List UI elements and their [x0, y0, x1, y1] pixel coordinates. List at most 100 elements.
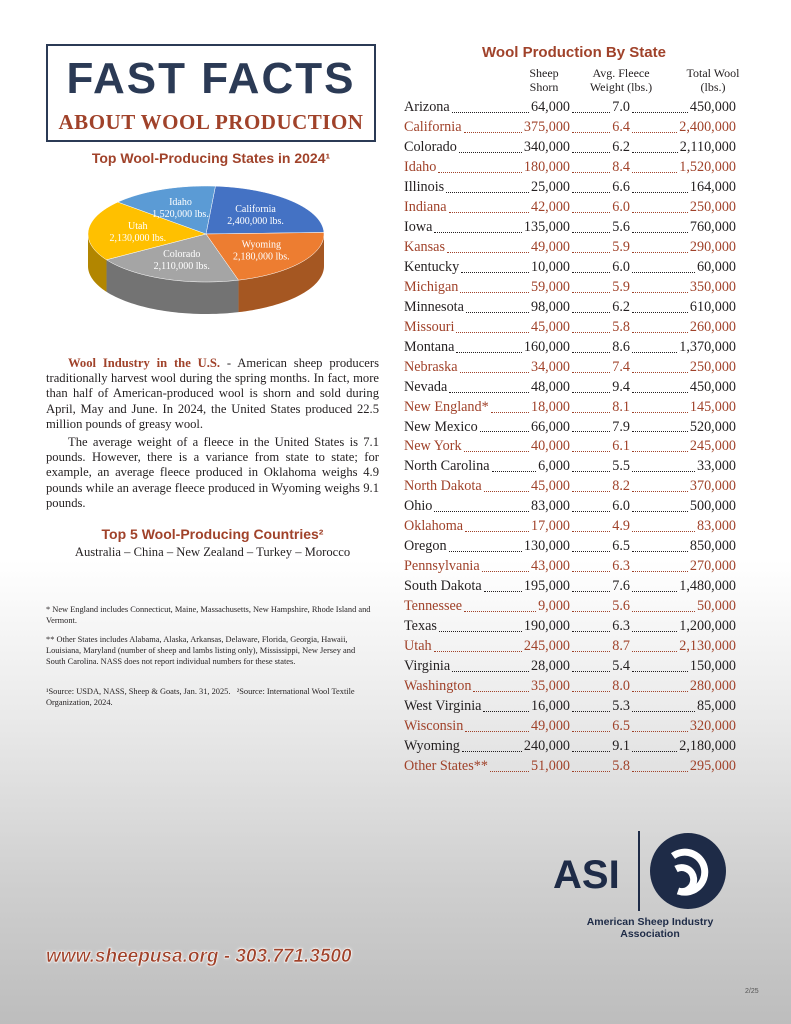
fleece-weight: 5.8 — [612, 318, 630, 335]
state-name: New York — [404, 438, 462, 455]
cell: 610,000 — [630, 298, 736, 318]
state-name: West Virginia — [404, 698, 482, 715]
table-row: Utah 245,000 8.7 2,130,000 — [404, 637, 736, 657]
cell: 5.4 — [570, 657, 630, 677]
cell: Illinois 25,000 — [404, 178, 570, 198]
table-row: Other States** 51,000 5.8 295,000 — [404, 757, 736, 777]
sheep-shorn: 64,000 — [530, 99, 570, 115]
cell: 1,480,000 — [630, 577, 736, 597]
cell: 6.3 — [570, 617, 630, 637]
fleece-weight: 9.1 — [612, 738, 630, 754]
state-name: New Mexico — [404, 418, 478, 435]
header-box: FAST FACTS ABOUT WOOL PRODUCTION — [46, 44, 376, 142]
cell: Oklahoma 17,000 — [404, 517, 570, 537]
table-row: Texas 190,000 6.3 1,200,000 — [404, 617, 736, 637]
dot-leader — [570, 577, 612, 597]
fleece-weight: 5.5 — [612, 458, 630, 475]
total-wool: 295,000 — [689, 757, 736, 774]
table-row: Oregon 130,000 6.5 850,000 — [404, 537, 736, 557]
cell: 83,000 — [630, 517, 736, 537]
state-name: Montana — [404, 338, 455, 355]
dot-leader — [630, 418, 690, 438]
sheep-shorn: 9,000 — [538, 598, 570, 615]
logo-horn — [670, 848, 709, 896]
cell: 250,000 — [630, 198, 736, 218]
state-name: Minnesota — [404, 298, 464, 315]
table-row: New Mexico 66,000 7.9 520,000 — [404, 418, 736, 438]
dot-leader — [464, 298, 531, 318]
sheep-shorn: 49,000 — [530, 238, 570, 255]
cell: 2,130,000 — [630, 637, 736, 657]
sheep-shorn: 83,000 — [530, 498, 570, 515]
cell: North Carolina 6,000 — [404, 457, 570, 477]
cell: 2,110,000 — [630, 138, 736, 158]
cell: 33,000 — [630, 457, 736, 477]
dot-leader — [478, 418, 531, 438]
cell: 270,000 — [630, 557, 736, 577]
table-row: West Virginia 16,000 5.3 85,000 — [404, 697, 736, 717]
cell: 145,000 — [630, 398, 736, 418]
dot-leader — [630, 338, 679, 358]
cell: 760,000 — [630, 218, 736, 238]
slice-label: California — [235, 204, 276, 215]
dot-leader — [570, 218, 612, 238]
pie-slice-shade — [88, 234, 107, 292]
contact-line[interactable]: www.sheepusa.org - 303.771.3500 — [46, 946, 352, 968]
fleece-weight: 6.1 — [612, 438, 630, 455]
dot-leader — [570, 418, 612, 438]
dot-leader — [481, 697, 531, 717]
pie-slice-side — [238, 234, 324, 313]
sheep-shorn: 10,000 — [530, 258, 570, 275]
state-name: Oregon — [404, 538, 447, 555]
dot-leader — [445, 238, 531, 258]
sheep-shorn: 375,000 — [523, 118, 570, 135]
table-row: South Dakota 195,000 7.6 1,480,000 — [404, 577, 736, 597]
dot-leader — [570, 597, 612, 617]
state-name: Washington — [404, 678, 472, 695]
state-name: Kansas — [404, 238, 445, 255]
sheep-shorn: 43,000 — [530, 558, 570, 575]
fleece-weight: 6.5 — [612, 538, 630, 555]
dot-leader — [459, 258, 531, 278]
state-name: Iowa — [404, 218, 433, 235]
dot-leader — [570, 737, 612, 757]
cell: 6.6 — [570, 178, 630, 198]
table-row: Oklahoma 17,000 4.9 83,000 — [404, 517, 736, 537]
state-name: Utah — [404, 638, 432, 655]
dot-leader — [488, 757, 531, 777]
table-row: Kentucky 10,000 6.0 60,000 — [404, 258, 736, 278]
state-name: Arizona — [404, 99, 450, 115]
dot-leader — [489, 398, 531, 418]
sheep-shorn: 130,000 — [523, 538, 570, 555]
cell: 60,000 — [630, 258, 736, 278]
table-row: Kansas 49,000 5.9 290,000 — [404, 238, 736, 258]
state-name: New England* — [404, 398, 489, 415]
state-name: Illinois — [404, 178, 445, 195]
state-name: Texas — [404, 618, 437, 635]
total-wool: 450,000 — [689, 99, 736, 115]
cell: 5.8 — [570, 318, 630, 338]
fleece-weight: 7.9 — [612, 418, 630, 435]
cell: 5.8 — [570, 757, 630, 777]
table-row: Missouri 45,000 5.8 260,000 — [404, 318, 736, 338]
slice-value-label: 2,400,000 lbs. — [227, 216, 284, 227]
state-name: Virginia — [404, 658, 451, 675]
sheep-shorn: 49,000 — [530, 718, 570, 735]
dot-leader — [458, 278, 531, 298]
state-name: Ohio — [404, 498, 433, 515]
slice-value-label: 2,130,000 lbs. — [109, 233, 166, 244]
fleece-weight: 7.0 — [612, 99, 630, 115]
cell: 6.0 — [570, 497, 630, 517]
cell: Texas 190,000 — [404, 617, 570, 637]
total-wool: 370,000 — [689, 478, 736, 495]
cell: Pennsylvania 43,000 — [404, 557, 570, 577]
dot-leader — [570, 517, 612, 537]
dot-leader — [570, 238, 612, 258]
total-wool: 2,110,000 — [679, 138, 736, 155]
dot-leader — [570, 477, 612, 497]
dot-leader — [630, 238, 690, 258]
dot-leader — [630, 298, 690, 318]
sheep-shorn: 18,000 — [530, 398, 570, 415]
total-wool: 500,000 — [689, 498, 736, 515]
